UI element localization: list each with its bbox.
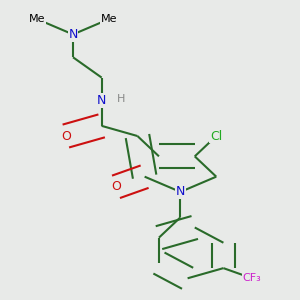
Text: Cl: Cl [210,130,222,142]
Text: N: N [97,94,106,107]
Text: Me: Me [100,14,117,24]
Text: H: H [117,94,125,104]
Text: O: O [61,130,71,142]
Text: Me: Me [29,14,45,24]
Text: N: N [68,28,78,41]
Text: CF₃: CF₃ [243,273,261,283]
Text: O: O [111,180,121,193]
Text: N: N [176,185,185,198]
